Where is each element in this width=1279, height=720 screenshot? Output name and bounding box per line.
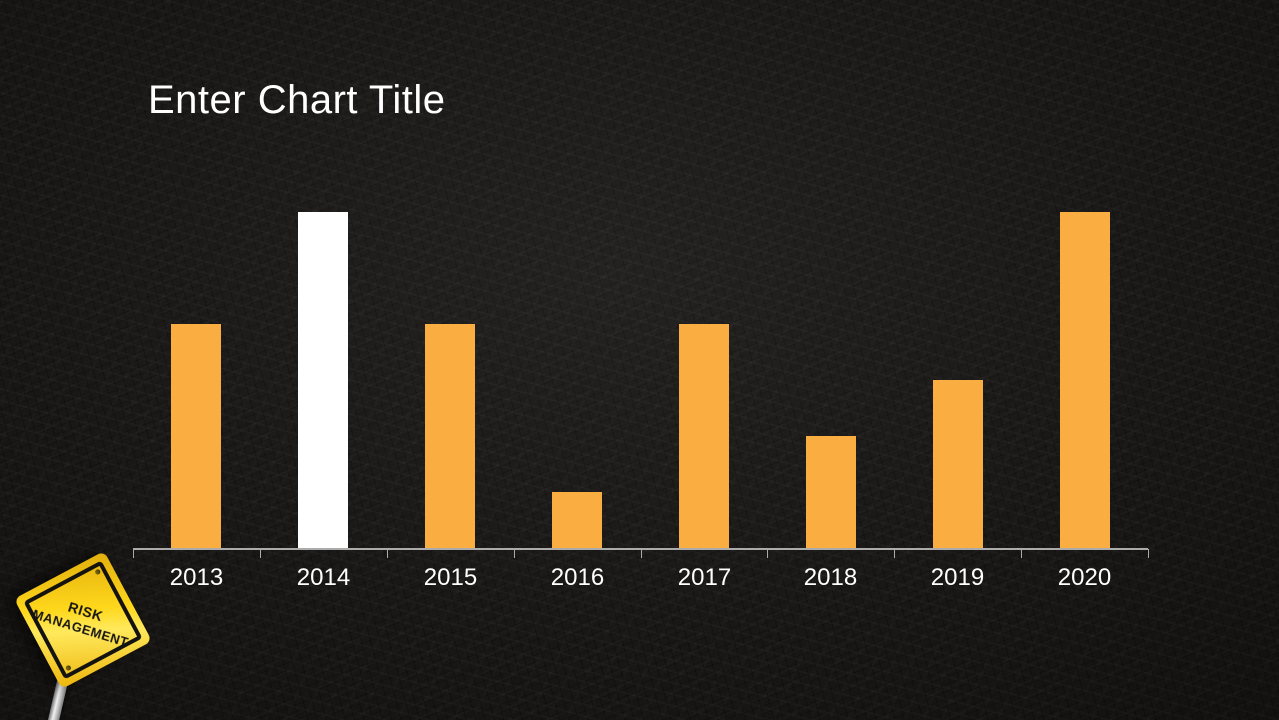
x-axis-label: 2019: [930, 564, 985, 591]
x-axis-tick: [767, 549, 768, 558]
x-axis-tick: [387, 549, 388, 558]
chart-bar-2020: [1060, 212, 1110, 548]
chart-bar-2018: [806, 436, 856, 548]
x-axis: [133, 548, 1148, 550]
x-axis-tick: [641, 549, 642, 558]
chart-bar-2017: [679, 324, 729, 548]
x-axis-label: 2015: [423, 564, 478, 591]
x-axis-label: 2018: [803, 564, 858, 591]
x-axis-label: 2020: [1057, 564, 1112, 591]
chart-title: Enter Chart Title: [148, 78, 446, 122]
warning-sign-diamond: RISK MANAGEMENT: [14, 551, 152, 689]
x-axis-label: 2014: [296, 564, 351, 591]
x-axis-tick: [1021, 549, 1022, 558]
x-axis-tick: [894, 549, 895, 558]
x-axis-label: 2016: [550, 564, 605, 591]
chart-bar-2016: [552, 492, 602, 548]
chart-bar-2013: [171, 324, 221, 548]
x-axis-tick: [260, 549, 261, 558]
risk-management-sign: RISK MANAGEMENT: [0, 540, 200, 720]
sign-text: RISK MANAGEMENT: [19, 556, 146, 683]
x-axis-label: 2013: [169, 564, 224, 591]
x-axis-label: 2017: [677, 564, 732, 591]
x-axis-tick: [1148, 549, 1149, 558]
chart-bar-2015: [425, 324, 475, 548]
chart-bar-2014: [298, 212, 348, 548]
x-axis-tick: [133, 549, 134, 558]
x-axis-tick: [514, 549, 515, 558]
chart-bar-2019: [933, 380, 983, 548]
